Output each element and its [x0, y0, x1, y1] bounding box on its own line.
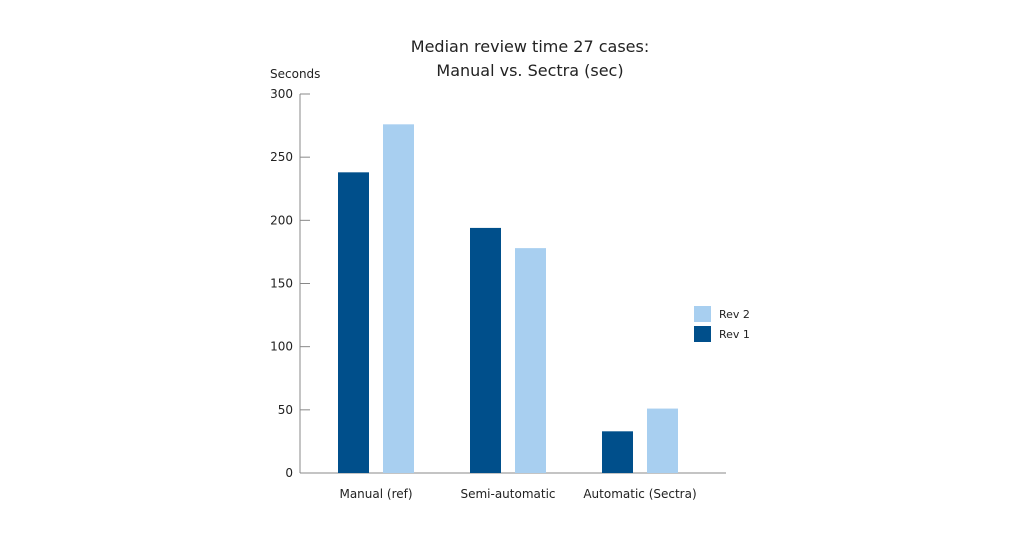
y-tick-label: 150 [270, 277, 293, 291]
bar-rev-1-3 [602, 431, 633, 473]
y-tick-label: 300 [270, 87, 293, 101]
bar-rev-2-2 [515, 248, 546, 473]
y-tick-label: 250 [270, 150, 293, 164]
y-tick-label: 100 [270, 340, 293, 354]
bar-rev-2-3 [647, 408, 678, 473]
y-tick-label: 0 [285, 466, 293, 480]
chart-title-line-1: Median review time 27 cases: [411, 37, 649, 56]
bar-rev-2-1 [383, 124, 414, 473]
bar-rev-1-1 [338, 172, 369, 473]
legend-swatch [694, 306, 711, 322]
x-tick-label: Semi-automatic [460, 487, 555, 501]
chart-title-line-2: Manual vs. Sectra (sec) [436, 61, 623, 80]
y-tick-label: 200 [270, 213, 293, 227]
legend-swatch [694, 326, 711, 342]
x-tick-label: Automatic (Sectra) [583, 487, 696, 501]
legend-label: Rev 1 [719, 328, 750, 341]
y-axis-label: Seconds [270, 67, 320, 81]
legend-label: Rev 2 [719, 308, 750, 321]
y-tick-label: 50 [278, 403, 293, 417]
x-tick-label: Manual (ref) [339, 487, 412, 501]
bar-rev-1-2 [470, 227, 501, 473]
